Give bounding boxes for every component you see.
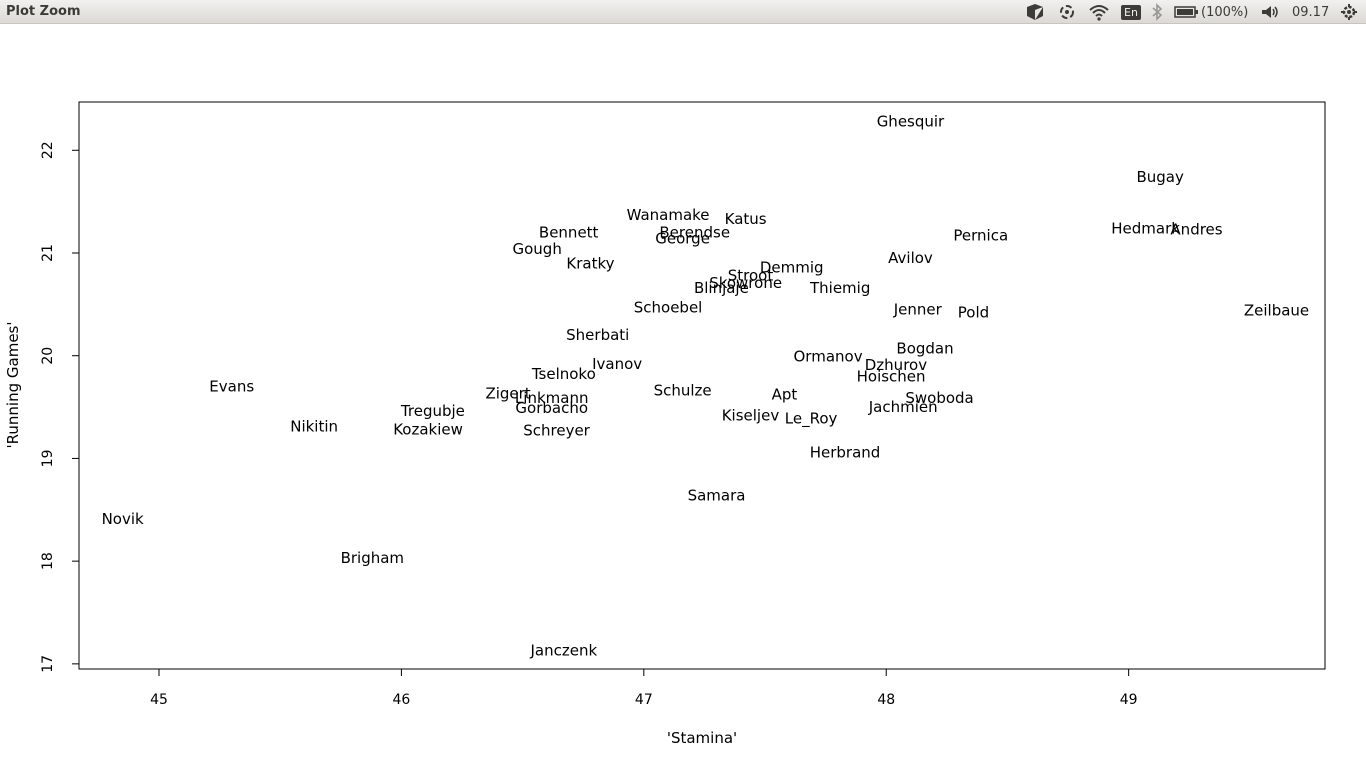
point-label: Tregubje — [400, 402, 465, 420]
clock[interactable]: 09.17 — [1292, 4, 1330, 20]
x-axis: 45 46 47 48 49 — [150, 668, 1138, 708]
gear-icon[interactable] — [1339, 0, 1359, 24]
sync-icon[interactable] — [1057, 0, 1077, 24]
point-label: Dzhurov — [865, 356, 927, 374]
point-label: Pernica — [953, 227, 1008, 245]
point-label: Bugay — [1136, 168, 1184, 186]
point-label: Schoebel — [634, 298, 703, 316]
point-label: George — [655, 230, 710, 248]
point-label: Schreyer — [523, 422, 590, 440]
x-axis-label: 'Stamina' — [667, 729, 737, 747]
x-tick-label: 46 — [392, 692, 410, 708]
point-label: Andres — [1170, 220, 1222, 238]
scatter-plot: 45 46 47 48 49 17 18 19 20 21 22 Ghesquir Bugay Hed… — [4, 101, 1326, 747]
point-label: Stroot — [728, 267, 774, 285]
point-label: Blinjaje — [694, 279, 749, 297]
point-label: Novik — [102, 510, 144, 528]
volume-icon[interactable] — [1259, 0, 1281, 24]
x-tick-label: 45 — [150, 692, 168, 708]
point-label: Nikitin — [290, 418, 338, 436]
point-label: Kozakiew — [393, 421, 463, 439]
top-panel: Plot Zoom En (100%) 09.17 — [0, 0, 1366, 24]
point-label: Bogdan — [896, 340, 953, 358]
point-label: Jenner — [893, 300, 943, 318]
point-label: Jachmien — [868, 398, 938, 416]
point-label: Katus — [725, 210, 767, 228]
point-label: Ivanov — [592, 355, 642, 373]
point-label: Demmig — [760, 258, 824, 276]
point-label: Kratky — [566, 254, 614, 272]
point-label: Kiseljev — [722, 406, 780, 424]
point-label: Ghesquir — [877, 113, 945, 131]
wifi-icon[interactable] — [1088, 0, 1110, 24]
y-tick-label: 18 — [40, 552, 56, 570]
point-label: Thiemig — [809, 279, 870, 297]
point-label: Zeilbaue — [1244, 302, 1309, 320]
y-axis: 17 18 19 20 21 22 — [40, 141, 80, 673]
y-tick-label: 19 — [40, 450, 56, 468]
y-tick-label: 22 — [40, 141, 56, 159]
battery-indicator[interactable]: (100%) — [1174, 0, 1248, 24]
y-tick-label: 20 — [40, 347, 56, 365]
x-tick-label: 47 — [635, 692, 653, 708]
window-title: Plot Zoom — [6, 4, 81, 19]
point-label: Ormanov — [794, 348, 863, 366]
y-tick-label: 21 — [40, 244, 56, 262]
point-label: Swoboda — [905, 389, 973, 407]
x-tick-label: 49 — [1120, 692, 1138, 708]
point-label: Hedmark — [1111, 219, 1180, 237]
point-label: Schulze — [654, 382, 712, 400]
point-label: Le_Roy — [785, 409, 838, 428]
point-label: Avilov — [888, 249, 933, 267]
point-label: Janczenk — [529, 642, 597, 660]
battery-percentage: (100%) — [1201, 4, 1249, 20]
y-axis-label: 'Running Games' — [4, 322, 22, 449]
keyboard-layout-icon[interactable]: En — [1121, 0, 1141, 24]
keyboard-layout-label: En — [1121, 4, 1141, 20]
point-label: Pold — [958, 304, 989, 322]
point-label: Skowrone — [709, 274, 782, 292]
point-label: Herbrand — [810, 443, 881, 461]
battery-icon — [1174, 6, 1198, 18]
y-tick-label: 17 — [40, 655, 56, 673]
x-tick-label: 48 — [877, 692, 895, 708]
point-label: Sherbati — [566, 326, 629, 344]
point-label: Tselnoko — [531, 365, 596, 383]
point-label: Apt — [772, 386, 798, 404]
point-label: Zigert — [485, 385, 530, 403]
bluetooth-icon[interactable] — [1150, 0, 1164, 24]
point-label: Brigham — [341, 549, 404, 567]
point-label: Wanamake — [627, 206, 710, 224]
point-label: Gough — [512, 240, 561, 258]
point-label: Linkmann — [515, 389, 589, 407]
point-label: Berendse — [659, 223, 730, 241]
point-label: Hoischen — [857, 367, 926, 385]
point-label: Samara — [688, 486, 746, 504]
point-label: Bennett — [539, 223, 599, 241]
dropbox-icon[interactable] — [1024, 0, 1046, 24]
point-label: Evans — [209, 378, 254, 396]
point-label: Gorbacho — [515, 399, 588, 417]
